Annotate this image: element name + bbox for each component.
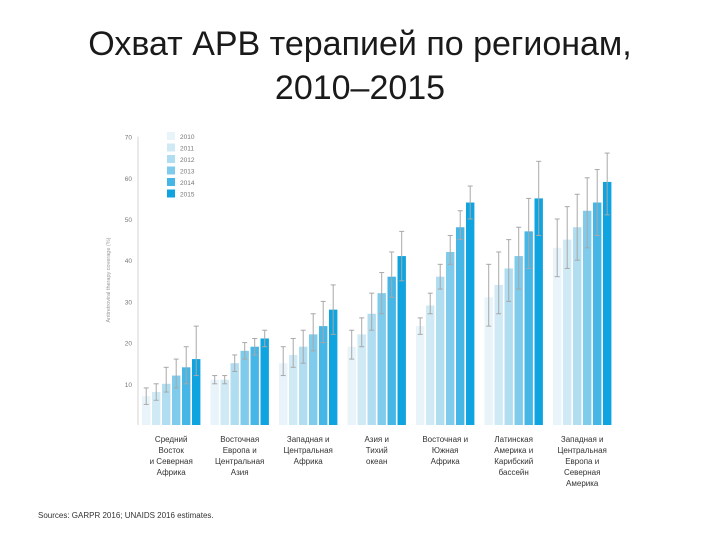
bar-2015 (329, 309, 338, 425)
bar-2013 (377, 293, 386, 425)
bar-2011 (152, 392, 161, 425)
category-label: Западная и Центральная Африка (284, 435, 333, 466)
category-label: Восточная Европа и Центральная Азия (215, 435, 264, 477)
legend-swatch-2010 (167, 132, 175, 140)
category-label: Западная и Центральная Европа и Северная Аме… (558, 435, 607, 488)
legend-swatch-2014 (167, 178, 175, 186)
bar-2015 (534, 198, 543, 425)
legend-label-2015: 2015 (180, 192, 195, 199)
legend-label-2010: 2010 (180, 134, 195, 141)
bar-2010 (484, 297, 493, 425)
bar-2012 (436, 276, 445, 425)
legend-label-2013: 2013 (180, 169, 195, 176)
y-axis-title: Antiretroviral therapy coverage (%) (106, 237, 112, 322)
bar-2013 (309, 334, 318, 425)
category-label: Восточная и Южная Африка (422, 435, 468, 466)
bar-2011 (563, 239, 572, 425)
title-line-2: 2010–2015 (274, 69, 446, 107)
bar-2010 (553, 247, 562, 425)
bar-2014 (524, 231, 533, 425)
bar-2011 (494, 284, 503, 425)
bar-2012 (162, 383, 171, 425)
bar-2011 (426, 305, 435, 425)
bar-2010 (142, 396, 151, 425)
legend-label-2014: 2014 (180, 180, 195, 187)
bar-2015 (603, 181, 612, 425)
bar-2010 (279, 363, 288, 425)
y-tick-label: 20 (125, 341, 133, 348)
legend-swatch-2012 (167, 155, 175, 163)
bar-2015 (192, 359, 201, 425)
bar-2014 (250, 346, 259, 425)
source-note: Sources: GARPR 2016; UNAIDS 2016 estimat… (38, 511, 214, 520)
legend-swatch-2015 (167, 189, 175, 198)
title-line-1: Охват АРВ терапией по регионам, (88, 25, 632, 63)
legend-swatch-2011 (167, 143, 175, 152)
category-label: Азия и Тихий океан (364, 435, 389, 466)
bar-2011 (220, 379, 229, 425)
bar-2012 (230, 363, 239, 425)
bar-2013 (240, 350, 249, 425)
y-tick-label: 50 (125, 217, 133, 224)
category-label: Латинская Америка и Карибский бассейн (494, 435, 533, 477)
bar-2012 (504, 268, 513, 425)
legend-label-2012: 2012 (180, 157, 195, 164)
page-title: Охват АРВ терапией по регионам, 2010–201… (0, 22, 720, 110)
y-tick-label: 40 (125, 258, 133, 265)
y-tick-label: 60 (125, 176, 133, 183)
legend-label-2011: 2011 (180, 146, 194, 153)
bar-2012 (573, 227, 582, 425)
bar-2011 (289, 354, 298, 425)
y-tick-label: 10 (125, 382, 133, 389)
y-tick-label: 30 (125, 299, 133, 306)
legend-swatch-2013 (167, 166, 175, 175)
bar-2012 (299, 346, 308, 425)
bar-2013 (583, 210, 592, 425)
bar-2014 (456, 227, 465, 425)
bar-2014 (387, 276, 396, 425)
bar-2010 (347, 346, 356, 425)
bar-2013 (514, 256, 523, 425)
category-label: Средний Восток и Северная Африка (150, 435, 193, 477)
bar-2015 (466, 202, 475, 425)
bar-2015 (260, 338, 269, 425)
bar-2013 (446, 251, 455, 425)
bar-2013 (172, 375, 181, 425)
bar-2012 (367, 313, 376, 425)
bar-2011 (357, 334, 366, 425)
bar-2014 (319, 326, 328, 425)
bar-2014 (182, 367, 191, 425)
bar-2014 (593, 202, 602, 425)
bar-2010 (416, 326, 425, 425)
bar-2015 (397, 256, 406, 425)
y-tick-label: 70 (125, 135, 133, 142)
bar-2010 (210, 379, 219, 425)
